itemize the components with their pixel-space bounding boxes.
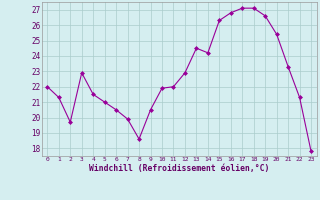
X-axis label: Windchill (Refroidissement éolien,°C): Windchill (Refroidissement éolien,°C) (89, 164, 269, 173)
